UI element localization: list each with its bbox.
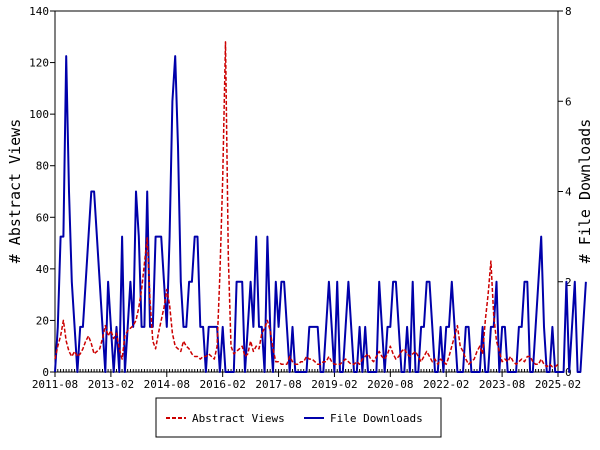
y2-tick-label: 2 <box>565 276 572 289</box>
y-axis-left: 0 20 40 60 80 100 120 140 <box>29 5 55 379</box>
x-tick-label: 2016-02 <box>199 378 245 391</box>
x-tick-label: 2017-08 <box>255 378 301 391</box>
legend-label-abstract-views: Abstract Views <box>192 412 285 425</box>
x-tick-label: 2025-02 <box>535 378 581 391</box>
y-axis-title-left: # Abstract Views <box>6 119 24 264</box>
y-tick-label: 20 <box>36 314 49 327</box>
y2-tick-label: 8 <box>565 5 572 18</box>
x-tick-label: 2011-08 <box>32 378 78 391</box>
x-tick-label: 2013-02 <box>88 378 134 391</box>
y2-tick-label: 0 <box>565 366 572 379</box>
y-tick-label: 0 <box>42 366 49 379</box>
y2-tick-label: 4 <box>565 186 572 199</box>
legend-box <box>155 397 442 438</box>
series-line-file-downloads <box>54 55 587 373</box>
x-tick-label: 2022-02 <box>423 378 469 391</box>
y-tick-label: 100 <box>29 108 49 121</box>
legend: Abstract Views File Downloads <box>155 397 442 438</box>
y-axis-title-right: # File Downloads <box>576 119 594 264</box>
plot-border <box>54 10 559 373</box>
y2-tick-label: 6 <box>565 95 572 108</box>
x-tick-label: 2019-02 <box>311 378 357 391</box>
x-tick-label: 2020-08 <box>367 378 413 391</box>
y-tick-label: 120 <box>29 57 49 70</box>
series-line-abstract-views <box>54 41 559 368</box>
y-tick-label: 140 <box>29 5 49 18</box>
y-tick-label: 40 <box>36 263 49 276</box>
series-layer <box>54 41 587 373</box>
y-tick-label: 60 <box>36 211 49 224</box>
x-tick-label: 2023-08 <box>479 378 525 391</box>
y-tick-label: 80 <box>36 160 49 173</box>
legend-label-file-downloads: File Downloads <box>330 412 423 425</box>
plot-area <box>54 10 559 373</box>
x-tick-label: 2014-08 <box>144 378 190 391</box>
